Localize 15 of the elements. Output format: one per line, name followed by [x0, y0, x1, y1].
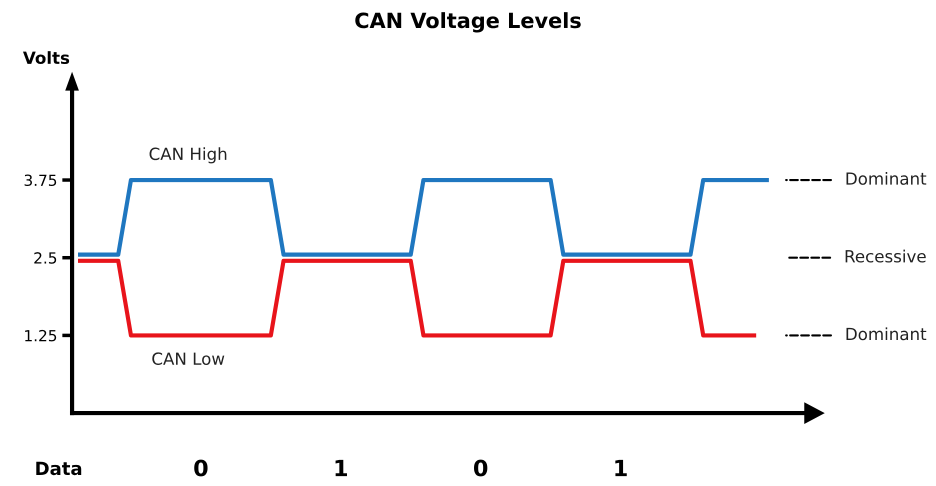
text: 1 [336, 460, 347, 476]
text: 1 [615, 460, 627, 476]
y-tick-label: 3.75 [24, 174, 56, 186]
text: Dominant [846, 327, 926, 340]
text: Recessive [846, 250, 926, 263]
chart-title: CAN Voltage Levels [355, 12, 581, 32]
text: 0 [474, 460, 488, 476]
text: 0 [194, 460, 208, 476]
y-tick-label: 2.5 [34, 252, 56, 264]
y-tick-label: 1.25 [25, 330, 56, 342]
series-label: CAN Low [152, 352, 224, 365]
series-label: CAN High [150, 147, 226, 164]
text: Dominant [846, 172, 926, 185]
y-axis-title: Volts [22, 51, 70, 64]
text: Data [36, 462, 82, 476]
